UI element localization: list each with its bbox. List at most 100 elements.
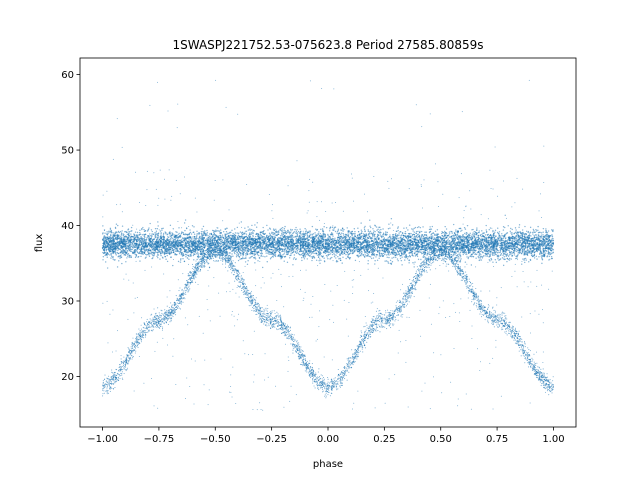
data-point — [293, 236, 295, 238]
data-point — [525, 244, 527, 246]
data-point — [315, 249, 317, 252]
data-point — [140, 255, 142, 258]
data-point — [382, 234, 384, 236]
data-point — [150, 253, 153, 255]
data-point — [459, 245, 462, 247]
data-point — [297, 236, 300, 238]
data-point — [472, 228, 474, 231]
data-point — [313, 252, 315, 255]
data-point — [329, 258, 331, 260]
data-point — [149, 252, 152, 255]
data-point — [154, 232, 156, 234]
data-point — [151, 230, 153, 233]
data-point — [524, 261, 526, 264]
data-point — [509, 230, 511, 233]
data-point — [492, 261, 494, 263]
data-point — [368, 255, 371, 258]
data-point — [269, 228, 272, 230]
data-point — [413, 266, 415, 268]
data-point — [180, 254, 183, 256]
data-point — [245, 233, 248, 235]
data-point — [370, 226, 372, 229]
data-point — [509, 247, 512, 249]
data-point — [303, 244, 306, 246]
data-point — [245, 230, 248, 233]
data-point — [354, 230, 356, 233]
data-point — [342, 256, 344, 258]
data-point — [379, 226, 381, 229]
data-point — [518, 224, 521, 226]
data-point — [469, 232, 471, 235]
data-point — [480, 236, 482, 238]
data-point — [235, 254, 238, 256]
data-point — [360, 232, 363, 234]
data-point — [531, 255, 534, 258]
data-point — [545, 230, 547, 232]
data-point — [250, 233, 252, 235]
data-point — [372, 257, 375, 259]
data-point — [426, 249, 429, 251]
data-point — [542, 247, 545, 250]
data-point — [390, 217, 393, 220]
data-point — [290, 228, 292, 231]
data-point — [336, 230, 339, 233]
data-point — [464, 232, 466, 235]
data-point — [203, 241, 205, 243]
data-point — [528, 235, 530, 237]
data-point — [463, 227, 466, 229]
data-point — [530, 241, 533, 244]
data-point — [122, 234, 124, 237]
data-point — [518, 243, 520, 245]
data-point — [246, 240, 249, 243]
data-point — [231, 253, 233, 255]
data-point — [181, 255, 184, 257]
data-point — [174, 238, 177, 241]
data-point — [130, 250, 132, 253]
data-point — [397, 260, 399, 262]
data-point — [404, 233, 407, 235]
data-point — [373, 246, 375, 249]
data-point — [374, 260, 376, 262]
data-point — [177, 247, 179, 249]
data-point — [134, 253, 136, 255]
data-point — [406, 242, 408, 244]
data-point — [230, 245, 233, 248]
data-point — [499, 236, 502, 238]
data-point — [324, 252, 327, 255]
data-point — [204, 231, 206, 233]
data-point — [127, 237, 129, 239]
data-point — [506, 260, 508, 263]
data-point — [374, 263, 376, 265]
data-point — [376, 233, 379, 236]
data-point — [481, 233, 483, 236]
data-point — [472, 234, 475, 236]
data-point — [442, 245, 445, 247]
data-point — [488, 238, 490, 240]
data-point — [169, 233, 171, 235]
data-point — [269, 233, 271, 236]
data-point — [383, 237, 386, 239]
data-point — [391, 257, 393, 259]
data-point — [373, 230, 375, 232]
data-point — [337, 234, 340, 237]
data-point — [140, 241, 142, 244]
data-point — [338, 251, 341, 253]
data-point — [515, 257, 517, 260]
data-point — [414, 226, 417, 229]
data-point — [387, 261, 389, 263]
data-point — [438, 236, 440, 238]
data-point — [156, 228, 159, 230]
data-point — [169, 224, 172, 227]
data-point — [363, 227, 366, 229]
data-point — [528, 261, 530, 263]
data-point — [422, 235, 425, 238]
data-point — [428, 231, 431, 234]
data-point — [195, 239, 197, 241]
data-point — [510, 227, 512, 230]
data-point — [159, 252, 162, 255]
data-point — [182, 252, 184, 255]
data-point — [148, 254, 150, 256]
data-point — [411, 253, 414, 255]
data-point — [518, 251, 521, 254]
